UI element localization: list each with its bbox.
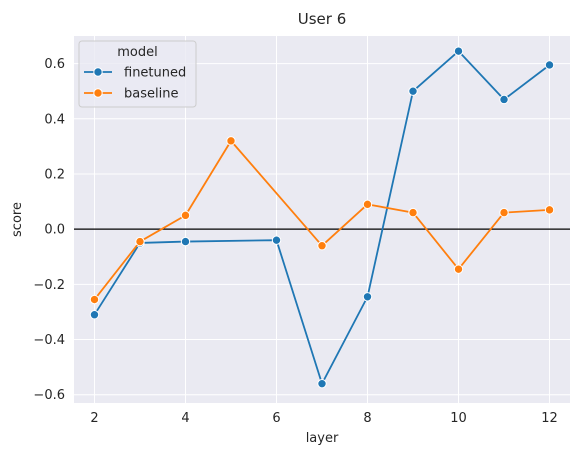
x-tick-label: 8 (363, 411, 371, 426)
x-tick-label: 12 (541, 411, 558, 426)
data-point-baseline (408, 207, 418, 218)
x-tick-label: 4 (181, 411, 189, 426)
data-point-finetuned (544, 60, 555, 70)
data-point-finetuned (362, 292, 373, 302)
data-point-baseline (544, 205, 555, 215)
data-point-baseline (499, 207, 509, 218)
data-point-finetuned (499, 94, 509, 105)
legend-swatch-marker (93, 88, 103, 98)
x-axis-label: layer (306, 431, 339, 446)
legend-entries: finetuned baseline (84, 66, 186, 102)
x-tick-label: 10 (450, 411, 467, 426)
x-axis-ticks: 2 4 6 8 10 12 (90, 411, 557, 426)
series-layer (89, 46, 555, 389)
data-point-baseline (317, 241, 327, 251)
data-point-finetuned (180, 236, 191, 247)
legend-entry-finetuned: finetuned (84, 66, 186, 81)
data-point-baseline (362, 199, 373, 210)
legend-title: model (117, 45, 157, 60)
x-tick-label: 6 (272, 411, 280, 426)
y-axis-label: score (10, 202, 25, 237)
y-axis-ticks: −0.6 −0.4 −0.2 0.0 0.2 0.4 0.6 (33, 57, 65, 403)
y-tick-label: −0.2 (33, 278, 65, 293)
legend-box (78, 40, 197, 108)
data-point-finetuned (453, 46, 464, 56)
data-point-finetuned (317, 378, 327, 389)
legend-label: baseline (124, 87, 178, 102)
chart-title: User 6 (298, 10, 347, 28)
y-tick-label: 0.4 (44, 112, 65, 127)
series-line-baseline (93, 139, 550, 301)
data-point-baseline (135, 236, 145, 247)
data-point-finetuned (408, 86, 418, 96)
series-baseline (89, 136, 555, 305)
series-line-finetuned (93, 50, 551, 385)
y-tick-label: −0.6 (33, 388, 65, 403)
data-point-baseline (226, 136, 236, 146)
data-point-baseline (180, 210, 191, 221)
data-point-baseline (89, 294, 100, 305)
y-tick-label: −0.4 (33, 333, 65, 348)
legend-label: finetuned (124, 66, 186, 81)
legend-swatch-marker (93, 67, 103, 77)
y-tick-label: 0.0 (44, 223, 65, 238)
y-tick-label: 0.2 (44, 167, 65, 182)
legend: model finetuned baseline (78, 40, 197, 108)
y-tick-label: 0.6 (44, 57, 65, 72)
legend-entry-baseline: baseline (84, 87, 178, 102)
data-point-finetuned (89, 309, 100, 320)
data-point-finetuned (271, 235, 282, 245)
data-point-baseline (453, 264, 464, 274)
x-tick-label: 2 (90, 411, 98, 426)
